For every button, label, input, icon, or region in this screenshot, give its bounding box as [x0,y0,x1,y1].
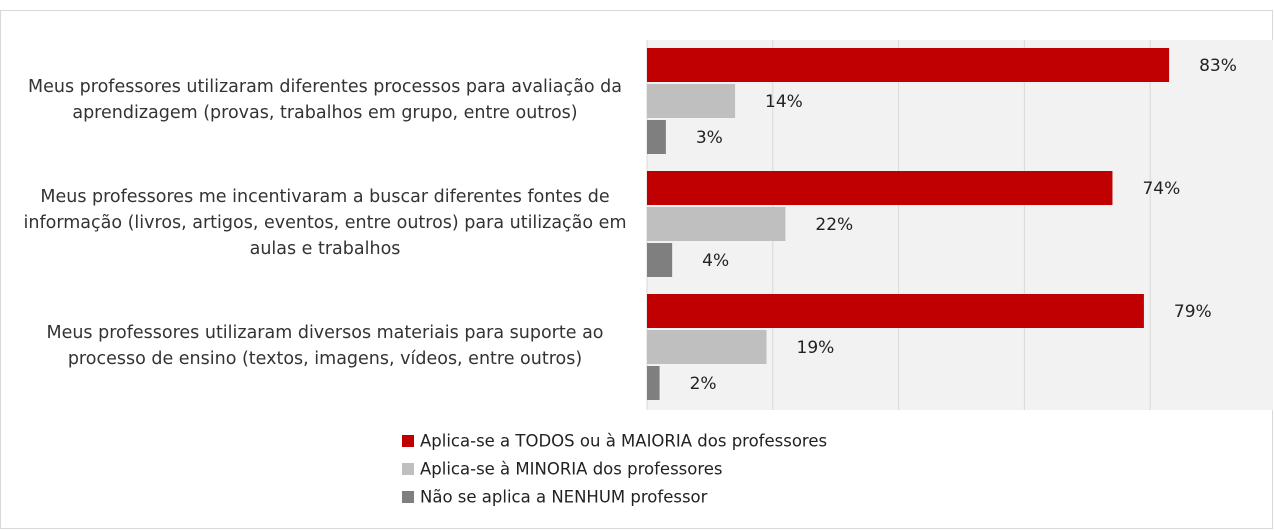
legend-label: Não se aplica a NENHUM professor [420,488,708,507]
data-label: 19% [797,338,835,358]
bar [647,171,1113,205]
bar [647,84,736,118]
legend-swatch [402,491,414,503]
category-label-box: Meus professores me incentivaram a busca… [23,187,627,259]
bar [647,294,1144,328]
legend-label: Aplica-se a TODOS ou à MAIORIA dos profe… [420,432,827,451]
data-label: 79% [1174,302,1212,322]
legend-label: Aplica-se à MINORIA dos professores [420,460,723,479]
category-label: Meus professores utilizaram diferentes p… [28,77,622,123]
data-label: 74% [1142,179,1180,199]
bar [647,120,666,154]
category-label-box: Meus professores utilizaram diversos mat… [46,323,604,369]
category-label: Meus professores me incentivaram a busca… [23,187,627,259]
data-label: 22% [815,215,853,235]
legend-swatch [402,435,414,447]
data-label: 14% [765,92,803,112]
bar [647,330,767,364]
category-label-box: Meus professores utilizaram diferentes p… [28,77,622,123]
data-label: 3% [696,128,723,148]
legend-swatch [402,463,414,475]
bar [647,243,673,277]
data-label: 2% [690,374,717,394]
bar [647,366,660,400]
data-label: 4% [702,251,729,271]
data-label: 83% [1199,56,1237,76]
category-label: Meus professores utilizaram diversos mat… [46,323,604,369]
bar [647,207,786,241]
bar [647,48,1170,82]
